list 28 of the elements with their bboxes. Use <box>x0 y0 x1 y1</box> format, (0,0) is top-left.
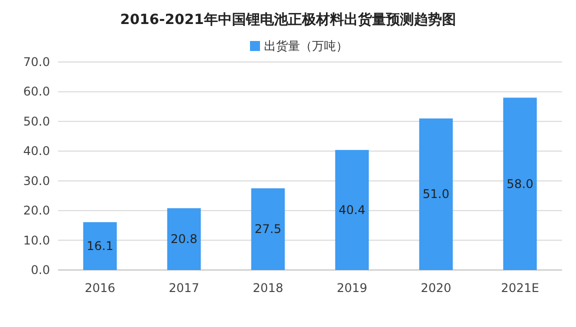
data-label: 58.0 <box>506 176 534 191</box>
data-label: 27.5 <box>254 222 282 236</box>
data-label: 51.0 <box>422 187 450 202</box>
chart-title: 2016-2021年中国锂电池正极材料出货量预测趋势图 <box>120 12 456 28</box>
y-tick-label: 10.0 <box>23 233 50 248</box>
y-tick-label: 20.0 <box>23 204 50 218</box>
bar <box>251 188 285 270</box>
bar <box>83 222 117 270</box>
x-tick-label: 2021E <box>500 281 540 295</box>
bar <box>335 150 369 270</box>
y-tick-label: 70.0 <box>23 55 50 69</box>
data-label: 16.1 <box>86 239 114 254</box>
x-tick-label: 2017 <box>168 281 200 295</box>
y-tick-label: 40.0 <box>23 144 50 158</box>
data-label: 40.4 <box>338 202 366 217</box>
bar <box>503 98 537 270</box>
y-tick-label: 60.0 <box>23 84 50 99</box>
y-tick-label: 30.0 <box>23 174 50 188</box>
x-tick-label: 2020 <box>420 281 452 295</box>
bar <box>167 208 201 270</box>
bar <box>419 118 453 270</box>
x-tick-label: 2016 <box>84 281 116 295</box>
legend-label: 出货量（万吨） <box>264 39 348 53</box>
x-tick-label: 2018 <box>252 281 284 295</box>
x-tick-label: 2019 <box>336 281 368 295</box>
y-tick-label: 0.0 <box>30 263 50 277</box>
data-label: 20.8 <box>170 232 198 246</box>
y-tick-label: 50.0 <box>23 114 50 128</box>
